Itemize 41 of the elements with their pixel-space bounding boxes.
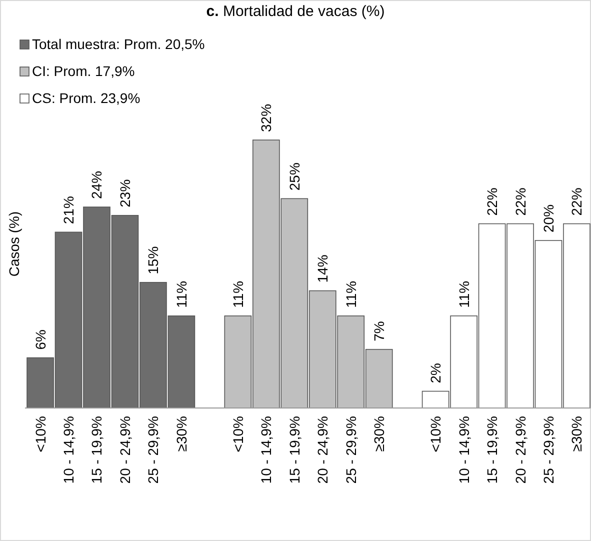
x-tick-label: <10% [428,416,444,452]
x-tick-label: <10% [32,416,48,452]
x-tick-label: 15 - 19,9% [484,416,500,484]
data-label: 21% [60,196,77,224]
data-label: 20% [540,204,556,232]
x-tick-label: 25 - 29,9% [540,416,556,484]
data-label: 23% [116,179,133,208]
data-label: 32% [258,104,274,132]
x-tick-label: 20 - 24,9% [314,416,331,484]
x-tick-label: 25 - 29,9% [145,416,162,484]
data-label: 15% [145,246,162,274]
x-tick-label: 10 - 14,9% [258,416,274,484]
x-tick-label: <10% [230,416,246,452]
data-label: 11% [173,280,190,308]
x-tick-label: 10 - 14,9% [456,416,472,484]
legend-label: CS: Prom. 23,9% [32,90,140,106]
data-label: 25% [286,162,302,191]
data-label: 14% [314,254,331,283]
legend-label: CI: Prom. 17,9% [32,63,135,79]
x-tick-label: 20 - 24,9% [116,416,133,484]
x-tick-label: ≥30% [371,416,388,452]
x-tick-label: 25 - 29,9% [342,416,359,484]
x-tick-label: ≥30% [173,416,190,452]
x-tick-label: ≥30% [568,416,585,452]
data-label: 11% [342,280,359,308]
legend-label: Total muestra: Prom. 20,5% [32,36,205,52]
data-label: 24% [88,170,105,199]
data-label: 11% [230,280,246,308]
x-tick-label: 10 - 14,9% [60,416,77,484]
y-axis-title: Casos (%) [6,211,22,277]
data-label: 6% [32,330,48,350]
chart-title: c. Mortalidad de vacas (%) [206,3,385,20]
x-tick-label: 15 - 19,9% [286,416,302,484]
data-label: 7% [371,321,388,342]
data-label: 2% [428,363,444,384]
data-label: 11% [456,280,472,308]
x-tick-label: 20 - 24,9% [512,416,528,484]
data-label: 22% [512,188,528,216]
data-label: 22% [484,188,500,216]
data-label: 22% [568,188,585,216]
x-tick-label: 15 - 19,9% [88,416,105,484]
